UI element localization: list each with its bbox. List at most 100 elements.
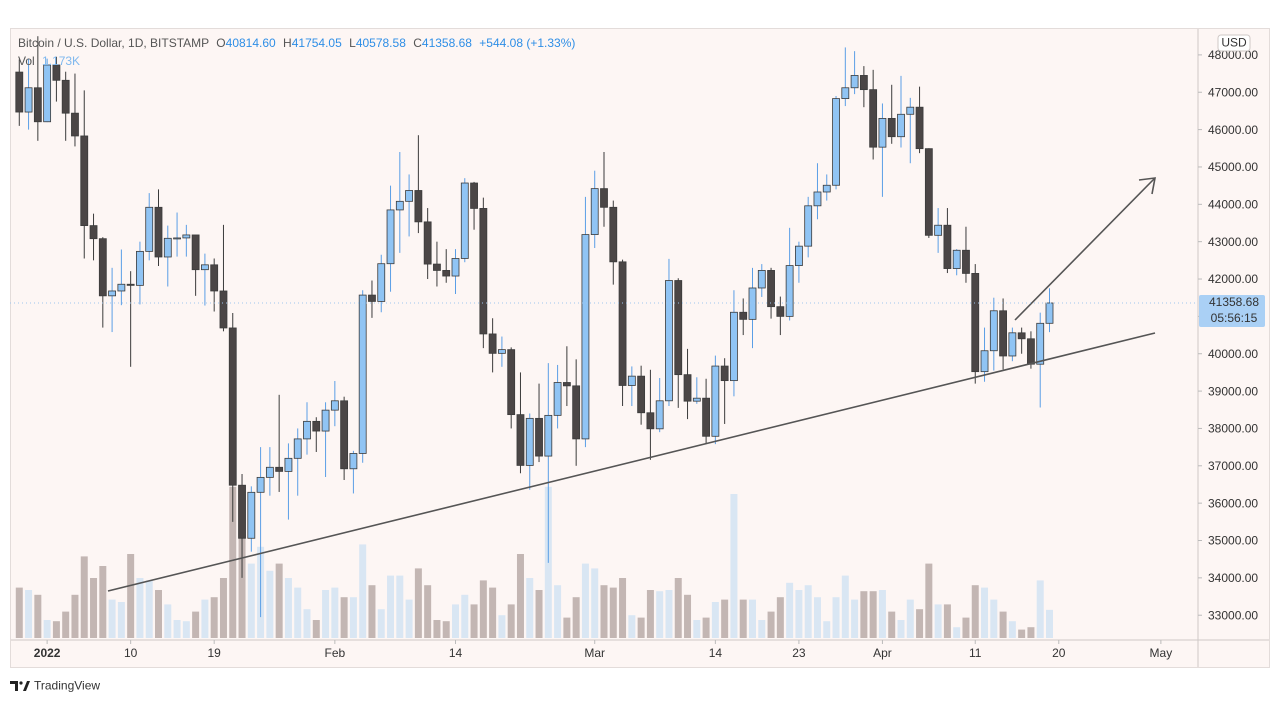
volume-bar — [888, 611, 896, 638]
y-tick-label: 42000.00 — [1208, 272, 1258, 286]
volume-bar — [999, 611, 1007, 638]
volume-bar — [526, 578, 534, 638]
volume-bar — [210, 597, 218, 638]
volume-bar — [619, 578, 627, 638]
candle-body — [210, 264, 219, 292]
volume-bar — [173, 620, 181, 638]
volume-value: 1.173K — [42, 54, 80, 68]
candle-body — [488, 333, 497, 354]
candle-body — [423, 221, 432, 265]
candle-body — [191, 234, 200, 271]
logo-mark — [19, 681, 23, 685]
volume-bar — [943, 604, 951, 638]
volume-bar — [656, 591, 664, 638]
currency-button-label[interactable]: USD — [1221, 36, 1247, 50]
volume-bar — [405, 599, 413, 638]
candle-body — [627, 375, 636, 386]
ohlc-label: C — [413, 36, 422, 50]
candle-body — [201, 264, 209, 271]
candle-body — [609, 206, 618, 263]
volume-bar — [52, 621, 60, 638]
volume-bar — [767, 611, 775, 638]
x-tick-label: 14 — [449, 646, 463, 660]
volume-bar — [934, 604, 942, 638]
candle-body — [349, 453, 358, 470]
currency-button[interactable] — [1217, 34, 1251, 52]
y-tick-label: 34000.00 — [1208, 571, 1258, 585]
volume-bar — [127, 554, 135, 638]
volume-bar — [442, 621, 450, 638]
candle-body — [1008, 332, 1017, 357]
volume-bar — [628, 615, 636, 638]
x-tick-label: 19 — [208, 646, 222, 660]
candle-body — [832, 98, 840, 186]
volume-bar — [878, 590, 886, 638]
candle-body — [637, 375, 646, 414]
candle-body — [1045, 302, 1054, 324]
y-tick-label: 46000.00 — [1208, 123, 1258, 137]
volume-bar — [804, 585, 812, 638]
volume-bar — [433, 620, 441, 638]
volume-bar — [229, 486, 237, 638]
volume-bar — [479, 580, 487, 638]
volume-bar — [554, 585, 562, 638]
volume-bar — [396, 575, 404, 638]
candle-body — [813, 191, 822, 207]
candle-body — [906, 106, 915, 115]
volume-bar — [841, 575, 849, 638]
volume-bar — [795, 590, 803, 638]
volume-bar — [145, 580, 153, 638]
volume-bar — [155, 590, 162, 638]
volume-bar — [637, 617, 645, 638]
volume-bar — [1008, 621, 1016, 638]
volume-bar — [730, 494, 738, 638]
volume-bar — [1027, 627, 1035, 638]
candle-body — [999, 310, 1007, 357]
volume-bar — [897, 620, 905, 638]
y-tick-label: 38000.00 — [1208, 422, 1258, 436]
volume-bar — [1018, 629, 1026, 638]
volume-bar — [489, 587, 497, 638]
candle-body — [330, 400, 339, 411]
x-tick-label: 20 — [1052, 646, 1066, 660]
ohlc-value: 41754.05 — [292, 36, 342, 50]
candle-body — [562, 382, 571, 387]
y-tick-label: 48000.00 — [1208, 48, 1258, 62]
candle-body — [498, 349, 506, 354]
candle-body — [859, 75, 868, 91]
volume-bar — [711, 602, 719, 638]
bar-countdown: 05:56:15 — [1211, 311, 1258, 325]
volume-layer — [15, 486, 1053, 638]
volume-bar — [25, 590, 33, 638]
candle-body — [553, 382, 562, 416]
last-price-label: 41358.68 — [1209, 295, 1259, 309]
logo-mark — [10, 681, 18, 691]
candle-body — [219, 290, 228, 329]
volume-bar — [164, 604, 172, 638]
y-tick-label: 37000.00 — [1208, 459, 1258, 473]
candle-body — [52, 64, 61, 81]
y-tick-label: 39000.00 — [1208, 384, 1258, 398]
volume-bar — [786, 582, 794, 638]
volume-bar — [869, 591, 877, 638]
candle-body — [600, 188, 608, 208]
arrow-head — [1138, 177, 1156, 195]
candle-body — [683, 374, 692, 402]
candle-body — [1017, 332, 1026, 340]
volume-bar — [758, 620, 766, 638]
candle-body — [572, 385, 581, 440]
candle-body — [989, 310, 998, 352]
symbol-name: Bitcoin / U.S. Dollar, 1D, BITSTAMP — [18, 36, 209, 50]
volume-bar — [563, 617, 571, 638]
candle-body — [108, 290, 116, 297]
last-price-box — [1199, 295, 1265, 327]
candle-body — [136, 250, 144, 286]
candle-body — [785, 265, 794, 317]
candle-body — [303, 420, 311, 440]
volume-bar — [1036, 580, 1044, 638]
volume-bar — [674, 578, 682, 638]
x-tick-label: Feb — [325, 646, 346, 660]
volume-bar — [572, 597, 580, 638]
candle-body — [711, 365, 720, 437]
volume-bar — [331, 587, 339, 638]
